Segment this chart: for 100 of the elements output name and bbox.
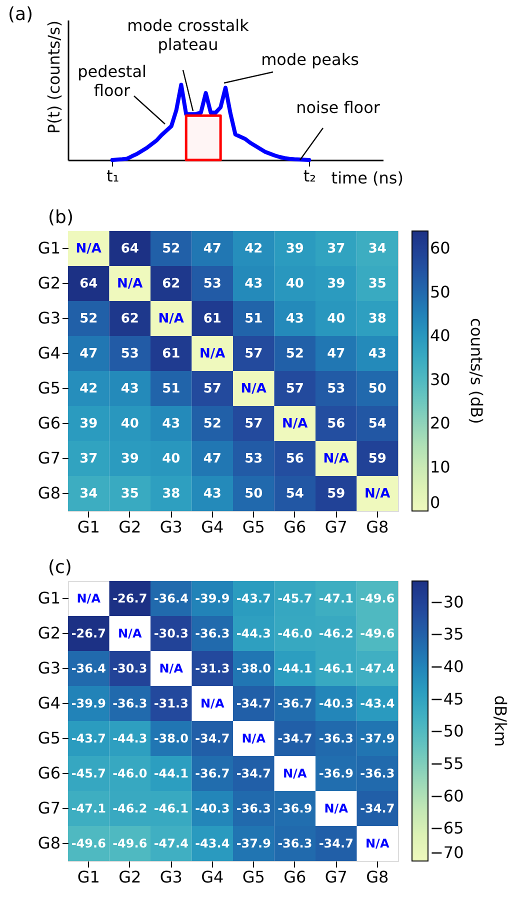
x-tick-label: G1 (77, 518, 100, 536)
color-bar-label: 20 (430, 414, 450, 432)
data-label: N/A (364, 486, 390, 502)
color-bar-title: counts/s (dB) (467, 318, 486, 424)
x-tick-label: G5 (242, 518, 265, 536)
color-bar-label: 30 (430, 370, 450, 389)
color-bar-label: 50 (430, 282, 450, 302)
data-label: -44.3 (236, 626, 271, 640)
data-label: -36.9 (278, 802, 312, 816)
chart-title: (b) (48, 207, 74, 228)
data-label: -44.1 (278, 662, 312, 676)
data-label: -47.1 (318, 592, 354, 606)
x-tick-label: t₂ (303, 166, 316, 186)
x-axis-title: time (ns) (331, 168, 404, 188)
data-label: -43.7 (236, 592, 271, 606)
data-label: 57 (244, 416, 263, 432)
data-label: -34.7 (236, 766, 271, 780)
x-tick-label: G7 (324, 868, 348, 886)
data-label: -49.6 (71, 836, 106, 850)
data-label: 43 (368, 346, 386, 362)
data-label: 57 (286, 382, 304, 396)
data-label: 40 (120, 416, 139, 432)
text: N/A (324, 802, 348, 816)
text: N/A (159, 662, 183, 676)
x-tick-label: G4 (201, 518, 224, 536)
data-label: 43 (286, 312, 304, 326)
chart-title: (c) (48, 557, 72, 578)
data-label: 43 (120, 382, 139, 396)
y-tick-label: G4 (38, 694, 60, 712)
data-label: -36.4 (154, 592, 188, 606)
data-label: 56 (327, 416, 346, 432)
data-label: 40 (327, 312, 346, 326)
data-label: 59 (368, 452, 386, 466)
data-label: -47.1 (71, 802, 106, 816)
data-label: 57 (244, 346, 263, 362)
data-label: -34.7 (318, 836, 354, 850)
data-label: 62 (120, 312, 139, 326)
data-label: -38.0 (236, 662, 271, 676)
data-label: 37 (80, 452, 98, 466)
data-label: -36.3 (360, 766, 395, 780)
data-label: 53 (203, 276, 222, 292)
data-label: 42 (244, 242, 263, 256)
x-tick-label: G4 (201, 868, 224, 886)
data-label: -36.4 (71, 662, 106, 676)
text: N/A (242, 732, 266, 746)
data-label: 64 (80, 276, 98, 292)
data-label: -38.0 (154, 732, 188, 746)
data-label: -45.7 (278, 592, 312, 606)
y-tick-label: G6 (38, 764, 60, 782)
data-label: 57 (203, 382, 222, 396)
color-bar-label: −55 (430, 754, 464, 773)
text: N/A (366, 836, 390, 850)
data-label: -49.6 (112, 836, 148, 850)
data-label: -43.7 (71, 732, 106, 746)
y-tick-label: G1 (38, 588, 60, 608)
data-label: -36.7 (278, 696, 312, 710)
y-tick-label: G4 (38, 344, 60, 362)
data-label: 39 (120, 452, 139, 466)
color-bar-label: −70 (430, 843, 464, 862)
y-tick-label: G2 (38, 274, 60, 292)
data-label: -36.3 (112, 696, 148, 710)
data-label: -40.3 (318, 696, 354, 710)
data-label: N/A (240, 382, 266, 396)
data-label: -43.4 (195, 836, 230, 850)
data-label: -30.3 (154, 626, 188, 640)
data-label: 59 (327, 486, 346, 502)
data-label: N/A (323, 452, 349, 466)
text: N/A (200, 696, 224, 710)
color-bar-label: −50 (430, 722, 464, 741)
x-tick-label: G6 (284, 868, 306, 886)
x-tick-label: t₁ (106, 166, 120, 186)
chart-title: (a) (8, 4, 34, 25)
data-label: N/A (76, 242, 102, 256)
data-label: 38 (162, 486, 180, 502)
data-label: -36.9 (318, 766, 354, 780)
data-label: -30.3 (112, 662, 148, 676)
data-label: -44.1 (154, 766, 188, 780)
data-label: -36.3 (278, 836, 312, 850)
data-label: -36.7 (195, 766, 230, 780)
data-label: -43.4 (360, 696, 395, 710)
data-label: -37.9 (360, 732, 395, 746)
data-label: N/A (117, 276, 143, 292)
data-label: 50 (244, 486, 263, 502)
x-tick-label: G5 (242, 868, 265, 886)
data-label: 39 (327, 276, 346, 292)
y-tick-label: G3 (38, 308, 60, 328)
data-label: -36.3 (195, 626, 230, 640)
data-label: 51 (244, 312, 263, 326)
data-label: 53 (120, 346, 139, 362)
data-label: 61 (162, 346, 180, 362)
data-label: 53 (244, 452, 263, 466)
data-label: -31.3 (154, 696, 188, 710)
data-label: -46.2 (112, 802, 148, 816)
color-bar-label: 60 (430, 238, 450, 258)
data-label: 43 (244, 276, 263, 292)
data-label: 52 (286, 346, 304, 362)
data-label: -39.9 (195, 592, 230, 606)
data-label: 40 (162, 452, 180, 466)
y-tick-label: G2 (38, 624, 60, 642)
data-label: 38 (368, 312, 386, 326)
